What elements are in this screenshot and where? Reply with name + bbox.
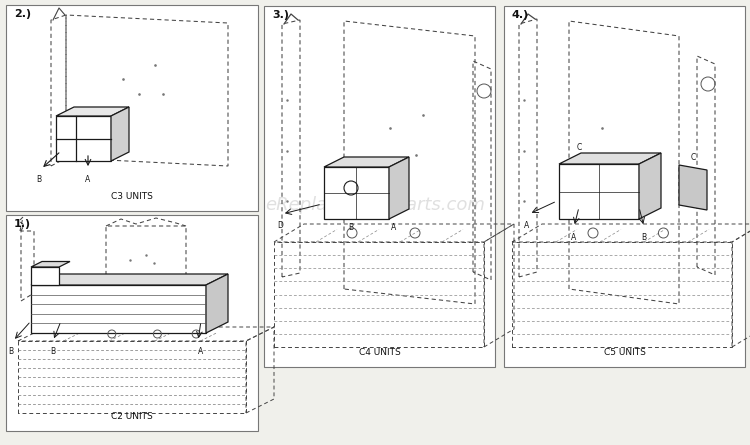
Polygon shape [31, 267, 59, 285]
Polygon shape [206, 274, 228, 333]
Text: A: A [392, 223, 397, 232]
Polygon shape [324, 157, 409, 167]
Polygon shape [559, 164, 639, 219]
Bar [6, 5, 258, 211]
Polygon shape [679, 165, 707, 210]
Text: C4 UNITS: C4 UNITS [358, 348, 401, 357]
Text: D: D [277, 221, 283, 230]
Polygon shape [31, 274, 228, 285]
Text: 4.): 4.) [512, 10, 529, 20]
Polygon shape [31, 262, 70, 267]
Text: C: C [690, 153, 695, 162]
Text: A: A [86, 175, 91, 184]
Text: B: B [50, 347, 55, 356]
Text: B: B [641, 233, 646, 242]
Text: B: B [8, 347, 14, 356]
Text: C: C [576, 143, 581, 152]
Bar [504, 6, 745, 367]
Text: C5 UNITS: C5 UNITS [604, 348, 646, 357]
Text: B: B [37, 175, 41, 184]
Text: 3.): 3.) [272, 10, 289, 20]
Polygon shape [56, 116, 111, 161]
Text: A: A [198, 347, 204, 356]
Text: eReplacementParts.com: eReplacementParts.com [265, 196, 485, 214]
Text: C3 UNITS: C3 UNITS [111, 192, 153, 201]
Bar [264, 6, 495, 367]
Text: B: B [349, 223, 353, 232]
Polygon shape [559, 153, 661, 164]
Bar [6, 215, 258, 431]
Polygon shape [389, 157, 409, 219]
Polygon shape [111, 107, 129, 161]
Polygon shape [324, 167, 389, 219]
Text: 1.): 1.) [14, 219, 32, 229]
Text: C2 UNITS: C2 UNITS [111, 412, 153, 421]
Polygon shape [56, 107, 129, 116]
Text: A: A [572, 233, 577, 242]
Polygon shape [639, 153, 661, 219]
Text: A: A [524, 221, 530, 230]
Polygon shape [31, 285, 206, 333]
Text: 2.): 2.) [14, 9, 32, 19]
